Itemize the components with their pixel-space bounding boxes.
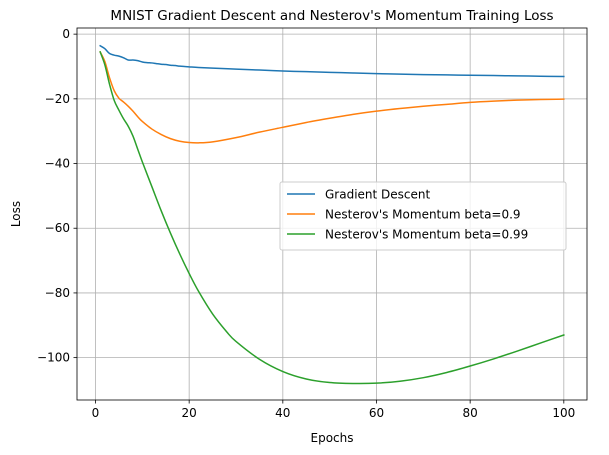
x-tick-label: 60 xyxy=(369,406,384,420)
x-tick-label: 0 xyxy=(92,406,100,420)
legend-frame xyxy=(279,181,567,251)
series-lines xyxy=(99,44,565,385)
legend-label-3: Nesterov's Momentum beta=0.99 xyxy=(325,228,528,242)
series-line-1 xyxy=(99,44,565,78)
y-axis-label: Loss xyxy=(9,201,23,227)
x-tick-label: 100 xyxy=(552,406,575,420)
legend-label-1: Gradient Descent xyxy=(325,188,431,202)
series-line-3 xyxy=(99,50,565,385)
axes-frame xyxy=(76,27,588,401)
x-tick-label: 40 xyxy=(275,406,290,420)
y-tick-label: −80 xyxy=(45,286,70,300)
x-tick-label: 80 xyxy=(463,406,478,420)
y-tick-label: 0 xyxy=(62,27,70,41)
series-line-2 xyxy=(99,50,565,144)
y-tick-label: −40 xyxy=(45,157,70,171)
chart-title: MNIST Gradient Descent and Nesterov's Mo… xyxy=(110,8,553,24)
x-tick-label: 20 xyxy=(182,406,197,420)
legend: Gradient Descent Nesterov's Momentum beta… xyxy=(279,181,567,251)
y-tick-label: −100 xyxy=(37,351,70,365)
axis-ticks: 0 20 40 60 80 100 0 −20 −40 −60 −80 −100 xyxy=(37,27,575,420)
y-tick-label: −20 xyxy=(45,92,70,106)
legend-label-2: Nesterov's Momentum beta=0.9 xyxy=(325,208,521,222)
y-tick-label: −60 xyxy=(45,221,70,235)
x-axis-label: Epochs xyxy=(311,431,354,445)
